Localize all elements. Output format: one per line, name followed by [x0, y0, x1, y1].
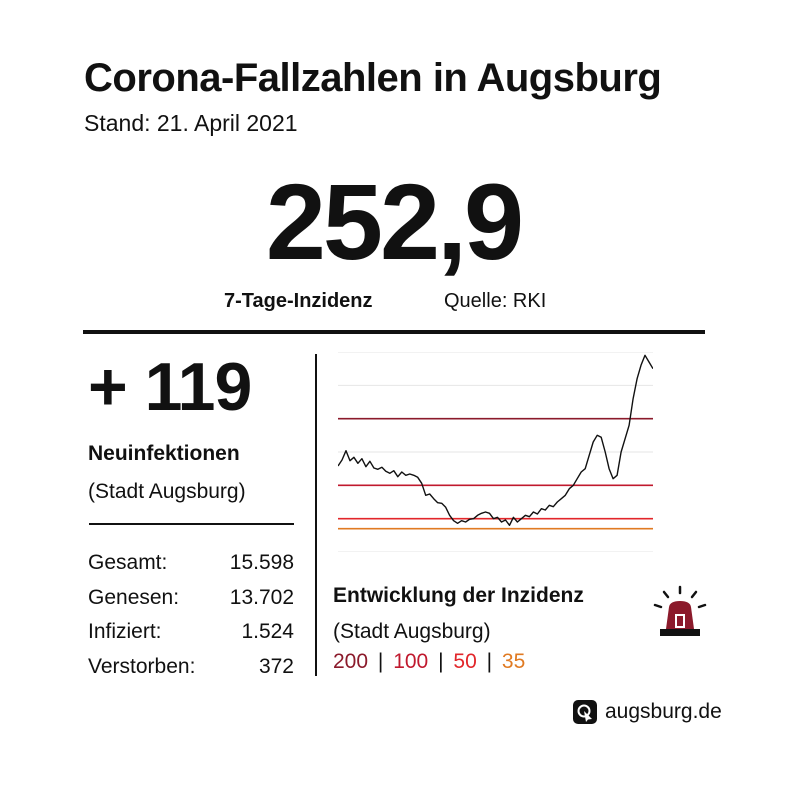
stat-label: Genesen:: [88, 585, 180, 609]
stat-value: 372: [258, 654, 294, 678]
incidence-label: 7-Tage-Inzidenz: [224, 290, 373, 312]
stat-label: Verstorben:: [88, 654, 196, 678]
stat-value: 15.598: [229, 551, 294, 574]
stat-value: 1.524: [241, 620, 294, 643]
incidence-chart: [338, 352, 653, 552]
siren-icon: [653, 585, 707, 636]
stat-label: Gesamt:: [88, 551, 168, 574]
series-line: [338, 354, 653, 527]
stat-row-deceased: Verstorben: 372: [88, 650, 294, 685]
legend-separator: |: [377, 650, 384, 673]
new-infections-sublabel: (Stadt Augsburg): [88, 480, 246, 503]
legend-item-200: 200: [333, 650, 369, 673]
stat-row-total: Gesamt: 15.598: [88, 546, 294, 581]
source-label: Quelle: RKI: [444, 290, 547, 312]
legend-separator: |: [486, 650, 493, 673]
page-title: Corona-Fallzahlen in Augsburg: [84, 56, 662, 100]
stat-label: Infiziert:: [88, 620, 162, 643]
legend-item-35: 35: [501, 650, 526, 673]
footer: augsburg.de: [573, 700, 722, 724]
legend-separator: |: [438, 650, 444, 673]
new-infections-value: + 119: [88, 349, 252, 425]
stats-list: Gesamt: 15.598 Genesen: 13.702 Infiziert…: [88, 546, 294, 684]
chart-title: Entwicklung der Inzidenz: [333, 584, 584, 607]
divider-horizontal: [83, 330, 705, 334]
stat-row-recovered: Genesen: 13.702: [88, 581, 294, 616]
legend-item-100: 100: [393, 650, 429, 673]
stat-row-infected: Infiziert: 1.524: [88, 615, 294, 650]
date-label: Stand: 21. April 2021: [84, 110, 298, 136]
divider-vertical: [315, 354, 317, 676]
chart-legend: 200 | 100 | 50 | 35: [333, 650, 525, 674]
legend-item-50: 50: [453, 650, 477, 673]
divider-stats: [89, 523, 294, 525]
chart-subtitle: (Stadt Augsburg): [333, 620, 491, 643]
incidence-value: 252,9: [265, 161, 524, 282]
new-infections-label: Neuinfektionen: [88, 442, 240, 465]
augsburg-logo-icon: [573, 700, 597, 724]
stat-value: 13.702: [229, 585, 294, 609]
footer-link[interactable]: augsburg.de: [605, 700, 722, 723]
